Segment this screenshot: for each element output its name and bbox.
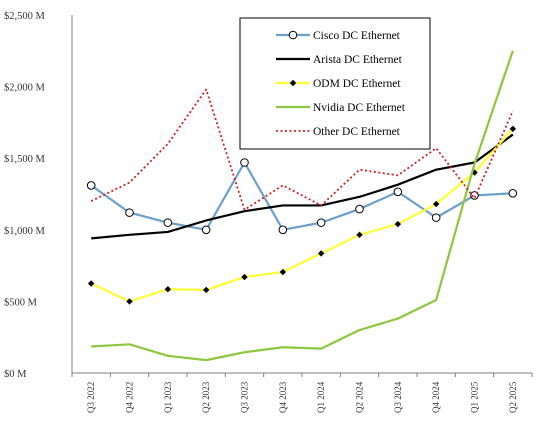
data-point xyxy=(164,286,172,293)
legend-label: Arista DC Ethernet xyxy=(313,54,403,66)
legend-entry: Cisco DC Ethernet xyxy=(276,30,401,42)
series-arista-dc-ethernet xyxy=(91,133,514,240)
data-point xyxy=(278,225,288,235)
data-point xyxy=(201,225,211,235)
series-line xyxy=(91,50,514,362)
legend-entry: Nvidia DC Ethernet xyxy=(276,102,406,114)
legend-marker xyxy=(289,79,297,87)
data-point xyxy=(279,268,287,276)
data-point xyxy=(470,191,479,200)
data-point xyxy=(393,187,403,197)
x-tick-label: Q3 2022 xyxy=(86,382,96,413)
series-layer xyxy=(86,50,518,362)
y-tick-label: $2,500 M xyxy=(4,11,46,22)
series-cisco-dc-ethernet xyxy=(86,158,518,235)
data-point xyxy=(240,158,249,167)
x-tick-label: Q1 2025 xyxy=(470,381,480,413)
legend-entry: ODM DC Ethernet xyxy=(276,78,401,90)
y-tick-label: $1,500 M xyxy=(4,154,46,165)
data-point xyxy=(508,188,518,198)
data-point xyxy=(241,273,248,281)
series-nvidia-dc-ethernet xyxy=(91,50,514,362)
x-tick-label: Q1 2024 xyxy=(316,381,326,413)
x-tick-label: Q2 2024 xyxy=(355,381,365,413)
data-point xyxy=(126,298,133,305)
data-point xyxy=(431,213,441,222)
y-tick-label: $1,000 M xyxy=(4,226,46,237)
y-tick-label: $0 M xyxy=(4,369,27,380)
x-tick-label: Q1 2023 xyxy=(163,381,173,413)
series-other-dc-ethernet xyxy=(90,88,514,211)
x-tick-label: Q4 2023 xyxy=(278,381,288,413)
series-line xyxy=(90,88,514,211)
legend-label: Cisco DC Ethernet xyxy=(313,30,401,42)
legend-label: Other DC Ethernet xyxy=(313,126,401,138)
x-tick-label: Q3 2023 xyxy=(240,381,250,413)
x-tick-label: Q2 2025 xyxy=(508,381,518,413)
data-point xyxy=(87,280,95,287)
data-point xyxy=(125,208,134,217)
axes-layer: $0 M $500 M $1,000 M $1,500 M $2,000 M $2,500… xyxy=(4,11,533,413)
data-point xyxy=(509,125,517,133)
series-line xyxy=(91,133,514,240)
data-point xyxy=(316,218,326,227)
data-point xyxy=(86,181,96,190)
x-tick-label: Q2 2023 xyxy=(201,381,211,413)
legend-label: ODM DC Ethernet xyxy=(313,78,401,90)
legend-entry: Arista DC Ethernet xyxy=(276,54,403,66)
legend-entry: Other DC Ethernet xyxy=(276,126,401,138)
data-point xyxy=(432,200,440,208)
data-point xyxy=(317,250,325,257)
x-tick-label: Q4 2022 xyxy=(125,382,135,413)
series-odm-dc-ethernet xyxy=(87,125,517,305)
data-point xyxy=(202,286,210,294)
legend-label: Nvidia DC Ethernet xyxy=(313,102,406,114)
data-point xyxy=(355,204,364,214)
legend-box xyxy=(239,17,431,150)
y-tick-label: $500 M xyxy=(4,297,38,308)
series-line xyxy=(90,128,514,303)
legend-marker xyxy=(288,30,298,40)
data-point xyxy=(394,220,402,228)
data-point xyxy=(163,218,173,227)
y-tick-label: $2,000 M xyxy=(4,83,46,94)
series-line xyxy=(90,161,513,231)
data-point xyxy=(356,231,363,239)
x-tick-label: Q4 2024 xyxy=(431,381,441,413)
x-tick-label: Q3 2024 xyxy=(393,381,403,413)
legend: Cisco DC Ethernet Arista DC Ethernet ODM D… xyxy=(239,17,431,150)
